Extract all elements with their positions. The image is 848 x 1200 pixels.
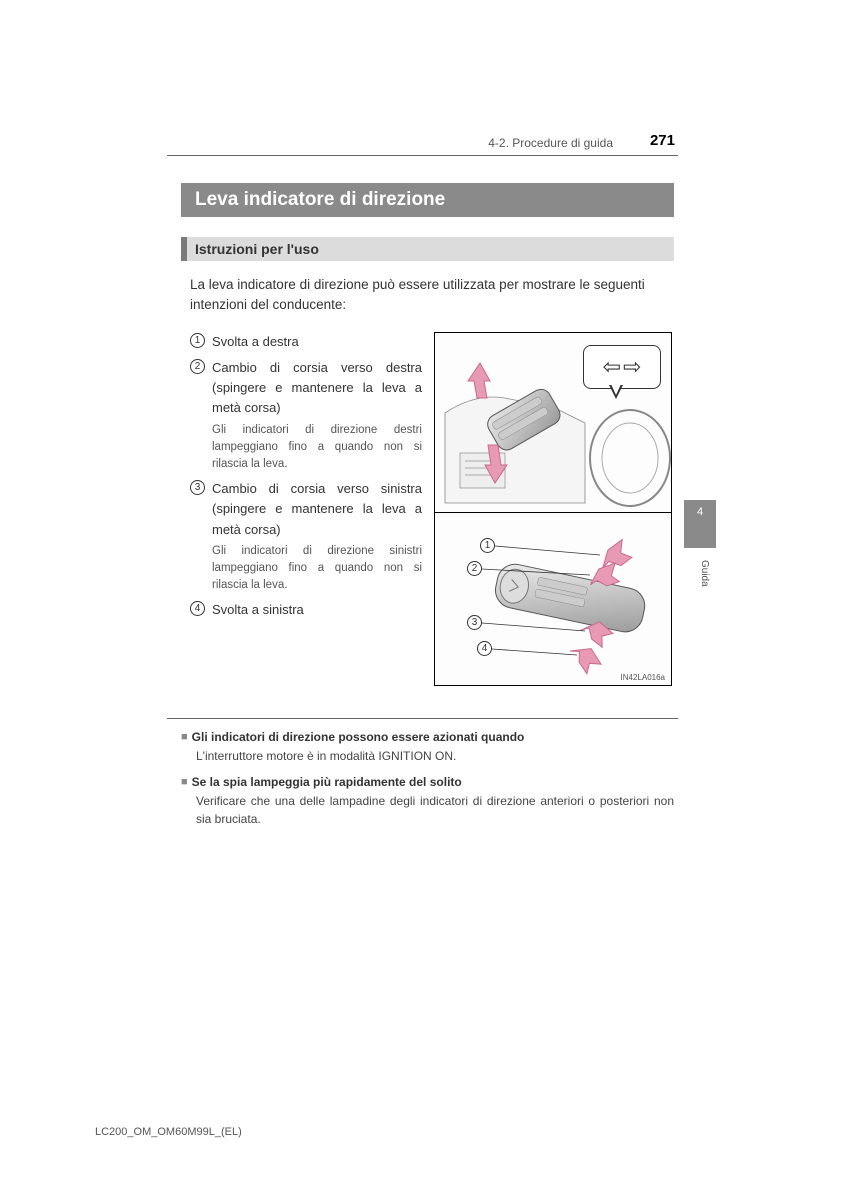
figure-bottom-panel: 1 2 3 4 IN42LA016a [435, 513, 671, 685]
callout-label: 2 [467, 561, 482, 576]
list-item: 1 Svolta a destra [190, 332, 422, 352]
content-row: 1 Svolta a destra 2 Cambio di corsia ver… [190, 332, 672, 686]
callout-label: 1 [480, 538, 495, 553]
separator-rule [167, 718, 678, 719]
list-item: 4 Svolta a sinistra [190, 600, 422, 620]
figure-frame: ⇦ ⇨ [434, 332, 672, 686]
page-number: 271 [650, 132, 675, 149]
item-note: Gli indicatori di direzione sinistri lam… [212, 543, 422, 595]
header-rule [167, 155, 678, 156]
document-code: LC200_OM_OM60M99L_(EL) [95, 1126, 242, 1138]
note-body: Verificare che una delle lampadine degli… [196, 792, 674, 828]
item-title: Cambio di corsia verso sinistra (spinger… [212, 479, 422, 539]
figure-column: ⇦ ⇨ [434, 332, 672, 686]
lever-positions-illustration [435, 513, 673, 685]
notes-section: ■ Gli indicatori di direzione possono es… [181, 730, 674, 838]
note-title: Se la spia lampeggia più rapidamente del… [192, 775, 462, 789]
indicator-bubble: ⇦ ⇨ [583, 345, 661, 389]
right-arrow-icon: ⇨ [623, 354, 641, 380]
callout-label: 3 [467, 615, 482, 630]
intro-text: La leva indicatore di direzione può esse… [190, 275, 668, 316]
list-item: 2 Cambio di corsia verso destra (spinger… [190, 358, 422, 473]
note-body: L'interruttore motore è in modalità IGNI… [196, 747, 674, 765]
item-title: Svolta a destra [212, 332, 422, 352]
note-title: Gli indicatori di direzione possono esse… [192, 730, 525, 744]
figure-top-panel: ⇦ ⇨ [435, 333, 671, 513]
item-note: Gli indicatori di direzione destri lampe… [212, 422, 422, 474]
title-bar: Leva indicatore di direzione [181, 183, 674, 217]
item-title: Cambio di corsia verso destra (spingere … [212, 358, 422, 418]
item-number-circle: 3 [190, 480, 205, 495]
items-column: 1 Svolta a destra 2 Cambio di corsia ver… [190, 332, 422, 627]
item-number-circle: 2 [190, 359, 205, 374]
callout-label: 4 [477, 641, 492, 656]
subtitle-box: Istruzioni per l'uso [181, 237, 674, 261]
chapter-label: Guida [699, 560, 710, 587]
note-bullet-icon: ■ [181, 731, 188, 743]
manual-page: 4-2. Procedure di guida 271 Leva indicat… [0, 0, 848, 1200]
note-block: ■ Gli indicatori di direzione possono es… [181, 730, 674, 765]
item-title: Svolta a sinistra [212, 600, 422, 620]
item-number-circle: 1 [190, 333, 205, 348]
note-bullet-icon: ■ [181, 776, 188, 788]
list-item: 3 Cambio di corsia verso sinistra (sping… [190, 479, 422, 594]
page-title: Leva indicatore di direzione [195, 189, 445, 211]
section-label: 4-2. Procedure di guida [488, 136, 613, 150]
chapter-number: 4 [697, 506, 703, 518]
left-arrow-icon: ⇦ [603, 354, 621, 380]
chapter-tab: 4 [684, 500, 716, 548]
bubble-tail [609, 385, 623, 399]
figure-code: IN42LA016a [621, 673, 665, 682]
note-block: ■ Se la spia lampeggia più rapidamente d… [181, 775, 674, 828]
subtitle: Istruzioni per l'uso [195, 241, 319, 257]
item-number-circle: 4 [190, 601, 205, 616]
